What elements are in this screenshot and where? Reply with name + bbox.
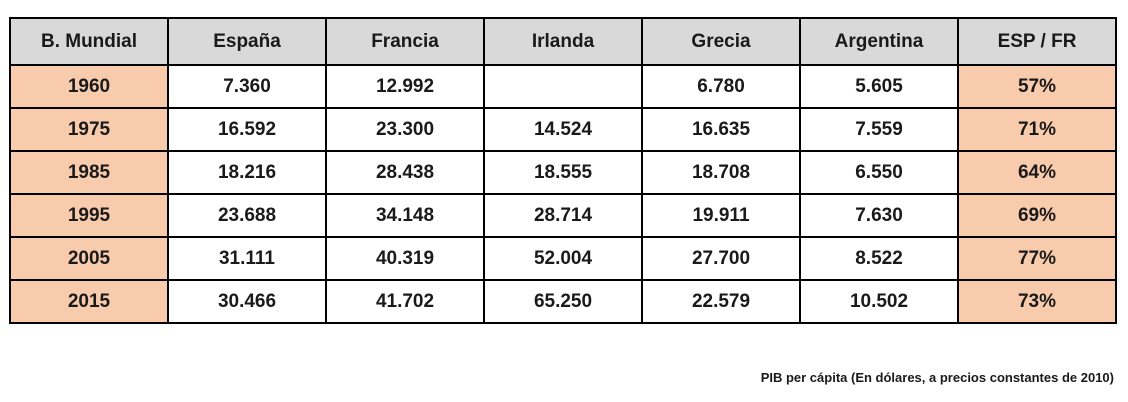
ratio-cell: 71% bbox=[957, 107, 1117, 152]
year-cell: 1960 bbox=[9, 64, 169, 109]
table-row: 1985 18.216 28.438 18.555 18.708 6.550 64% bbox=[9, 150, 1117, 195]
france-cell: 23.300 bbox=[325, 107, 485, 152]
greece-cell: 22.579 bbox=[641, 279, 801, 324]
header-row: B. Mundial España Francia Irlanda Grecia… bbox=[9, 17, 1117, 66]
argentina-cell: 5.605 bbox=[799, 64, 959, 109]
column-header-greece: Grecia bbox=[641, 17, 801, 66]
column-header-argentina: Argentina bbox=[799, 17, 959, 66]
france-cell: 40.319 bbox=[325, 236, 485, 281]
table-row: 1995 23.688 34.148 28.714 19.911 7.630 69% bbox=[9, 193, 1117, 238]
table-body: 1960 7.360 12.992 6.780 5.605 57% 1975 16.592 23… bbox=[9, 64, 1117, 324]
table-row: 2015 30.466 41.702 65.250 22.579 10.502 73% bbox=[9, 279, 1117, 324]
ireland-cell: 52.004 bbox=[483, 236, 643, 281]
greece-cell: 19.911 bbox=[641, 193, 801, 238]
table-caption: PIB per cápita (En dólares, a precios co… bbox=[760, 370, 1114, 385]
france-cell: 28.438 bbox=[325, 150, 485, 195]
ireland-cell: 65.250 bbox=[483, 279, 643, 324]
year-cell: 2005 bbox=[9, 236, 169, 281]
year-cell: 1985 bbox=[9, 150, 169, 195]
spain-cell: 7.360 bbox=[167, 64, 327, 109]
greece-cell: 16.635 bbox=[641, 107, 801, 152]
column-header-spain: España bbox=[167, 17, 327, 66]
year-cell: 1975 bbox=[9, 107, 169, 152]
column-header-year-source: B. Mundial bbox=[9, 17, 169, 66]
ratio-cell: 57% bbox=[957, 64, 1117, 109]
year-cell: 1995 bbox=[9, 193, 169, 238]
greece-cell: 18.708 bbox=[641, 150, 801, 195]
spain-cell: 16.592 bbox=[167, 107, 327, 152]
spain-cell: 30.466 bbox=[167, 279, 327, 324]
france-cell: 34.148 bbox=[325, 193, 485, 238]
france-cell: 41.702 bbox=[325, 279, 485, 324]
greece-cell: 27.700 bbox=[641, 236, 801, 281]
argentina-cell: 10.502 bbox=[799, 279, 959, 324]
column-header-france: Francia bbox=[325, 17, 485, 66]
ireland-cell: 14.524 bbox=[483, 107, 643, 152]
argentina-cell: 7.630 bbox=[799, 193, 959, 238]
ratio-cell: 64% bbox=[957, 150, 1117, 195]
gdp-table: B. Mundial España Francia Irlanda Grecia… bbox=[9, 17, 1117, 324]
argentina-cell: 6.550 bbox=[799, 150, 959, 195]
spain-cell: 31.111 bbox=[167, 236, 327, 281]
column-header-ireland: Irlanda bbox=[483, 17, 643, 66]
table-row: 2005 31.111 40.319 52.004 27.700 8.522 77% bbox=[9, 236, 1117, 281]
ireland-cell bbox=[483, 64, 643, 109]
france-cell: 12.992 bbox=[325, 64, 485, 109]
spain-cell: 18.216 bbox=[167, 150, 327, 195]
greece-cell: 6.780 bbox=[641, 64, 801, 109]
argentina-cell: 8.522 bbox=[799, 236, 959, 281]
ireland-cell: 28.714 bbox=[483, 193, 643, 238]
ratio-cell: 73% bbox=[957, 279, 1117, 324]
ratio-cell: 77% bbox=[957, 236, 1117, 281]
ratio-cell: 69% bbox=[957, 193, 1117, 238]
year-cell: 2015 bbox=[9, 279, 169, 324]
table-row: 1960 7.360 12.992 6.780 5.605 57% bbox=[9, 64, 1117, 109]
spain-cell: 23.688 bbox=[167, 193, 327, 238]
ireland-cell: 18.555 bbox=[483, 150, 643, 195]
column-header-esp-fr-ratio: ESP / FR bbox=[957, 17, 1117, 66]
argentina-cell: 7.559 bbox=[799, 107, 959, 152]
table-row: 1975 16.592 23.300 14.524 16.635 7.559 71% bbox=[9, 107, 1117, 152]
